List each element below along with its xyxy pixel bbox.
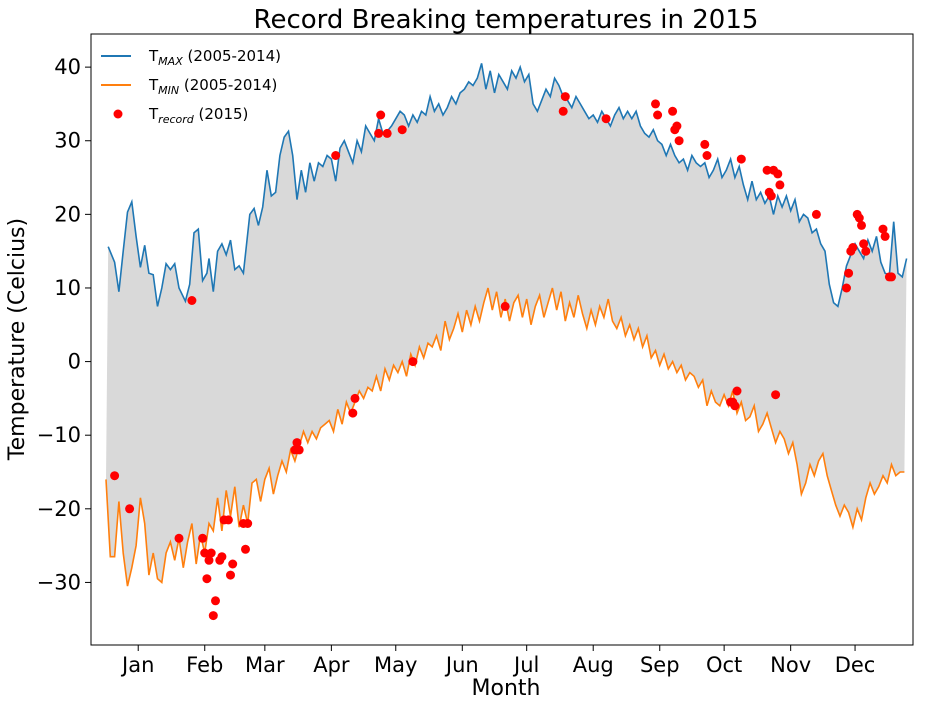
record-point <box>206 548 216 558</box>
record-point <box>558 106 568 116</box>
x-tick-label: Sep <box>640 653 680 677</box>
record-point <box>500 301 510 311</box>
record-point <box>878 224 888 234</box>
record-point <box>408 357 418 367</box>
record-point <box>187 296 197 305</box>
record-point <box>854 213 864 223</box>
y-tick-label: 40 <box>54 55 81 79</box>
record-point <box>811 209 821 219</box>
record-point <box>773 169 783 179</box>
record-point <box>775 180 785 190</box>
legend-label-tmax: TMAX (2005-2014) <box>148 47 281 68</box>
record-point <box>857 220 866 230</box>
tmax-series-line <box>107 63 908 308</box>
record-point <box>331 151 341 160</box>
y-tick-label: 20 <box>54 202 81 226</box>
chart-title: Record Breaking temperatures in 2015 <box>254 5 759 35</box>
record-point <box>732 386 742 396</box>
record-point <box>382 128 392 138</box>
plot-frame <box>90 33 914 646</box>
y-tick-label: 0 <box>68 350 81 374</box>
record-point <box>204 555 214 565</box>
record-point <box>292 438 302 448</box>
record-points-group <box>110 92 896 621</box>
x-tick-label: Feb <box>186 653 223 677</box>
y-tick-label: 10 <box>54 276 81 300</box>
x-tick-label: May <box>374 653 417 677</box>
x-tick-label: Aug <box>573 653 614 677</box>
x-tick-label: Jan <box>120 653 154 677</box>
y-axis-ticks: −30 −20 −10 0 10 20 30 40 <box>37 55 91 594</box>
legend: TMAX (2005-2014) TMIN (2005-2014) Trecord … <box>101 47 281 126</box>
x-tick-label: Mar <box>245 653 285 677</box>
record-point <box>208 611 218 621</box>
y-tick-label: 30 <box>54 129 81 153</box>
record-point <box>348 408 358 418</box>
record-point <box>374 128 384 138</box>
record-point <box>842 283 851 293</box>
record-point <box>653 110 663 120</box>
x-tick-label: Oct <box>706 653 742 677</box>
record-point <box>110 471 120 481</box>
record-point <box>736 154 746 164</box>
record-point <box>762 165 772 175</box>
record-point <box>861 246 871 256</box>
record-point <box>672 121 682 131</box>
x-tick-label: Jun <box>444 653 479 677</box>
legend-label-trecord: Trecord (2015) <box>148 105 248 126</box>
record-point <box>174 533 184 543</box>
x-tick-label: Dec <box>835 653 876 677</box>
tmin-series-line <box>105 287 905 587</box>
record-point <box>560 92 570 102</box>
fill-between-area <box>106 63 907 587</box>
record-point <box>880 231 890 241</box>
plot-area <box>105 63 908 621</box>
record-point <box>223 515 233 525</box>
record-point <box>198 533 208 543</box>
record-point <box>125 504 135 514</box>
record-point <box>200 548 210 558</box>
record-point <box>397 125 407 135</box>
legend-label-tmin: TMIN (2005-2014) <box>148 76 277 97</box>
y-axis-label: Temperature (Celcius) <box>5 218 30 461</box>
x-tick-label: Nov <box>770 653 811 677</box>
y-tick-label: −20 <box>37 497 81 521</box>
record-point <box>243 519 253 528</box>
record-point <box>376 110 386 120</box>
record-point <box>730 401 740 411</box>
record-point <box>202 574 212 584</box>
record-point <box>844 268 854 278</box>
record-point <box>702 151 712 160</box>
record-point <box>771 390 781 400</box>
record-point <box>651 99 660 109</box>
record-point <box>241 544 250 554</box>
record-point <box>887 272 896 282</box>
record-point <box>668 106 678 116</box>
x-axis-label: Month <box>472 676 541 701</box>
record-point <box>700 139 710 149</box>
record-point <box>674 136 684 146</box>
x-tick-label: Jul <box>512 653 539 677</box>
record-point <box>350 393 360 403</box>
legend-swatch-trecord <box>113 109 123 119</box>
y-tick-label: −30 <box>37 570 81 594</box>
record-point <box>226 570 235 580</box>
record-point <box>217 552 227 562</box>
record-point <box>211 596 220 606</box>
record-point <box>848 243 858 252</box>
record-point <box>859 239 869 249</box>
record-point <box>766 191 776 201</box>
y-tick-label: −10 <box>37 423 81 447</box>
record-point <box>294 445 304 455</box>
x-tick-label: Apr <box>313 653 350 677</box>
record-point <box>228 559 238 569</box>
record-point <box>601 114 611 124</box>
x-axis-ticks: Jan Feb Mar Apr May Jun Jul Aug Sep Oct Nov Dec <box>120 645 875 677</box>
